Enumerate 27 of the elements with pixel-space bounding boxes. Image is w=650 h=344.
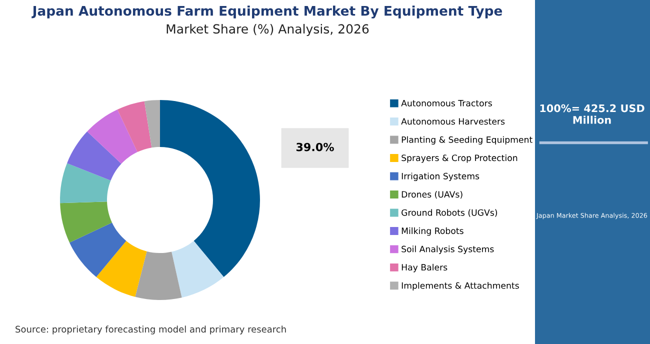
legend-label: Milking Robots bbox=[402, 227, 464, 236]
donut-slice bbox=[160, 100, 260, 278]
donut-slice bbox=[117, 101, 152, 152]
chart-title: Japan Autonomous Farm Equipment Market By Equipment Type bbox=[32, 6, 502, 18]
donut-slice bbox=[70, 222, 126, 278]
chart-subtitle: Market Share (%) Analysis, 2026 bbox=[166, 24, 369, 36]
legend-label: Planting & Seeding Equipment bbox=[402, 136, 532, 145]
donut-slice bbox=[60, 163, 111, 204]
source-note: Source: proprietary forecasting model and primary research bbox=[16, 326, 286, 334]
legend-label: Soil Analysis Systems bbox=[402, 246, 494, 254]
donut-slice bbox=[172, 240, 224, 298]
donut-slice bbox=[67, 132, 122, 180]
donut-slice bbox=[87, 110, 138, 164]
legend-label: Drones (UAVs) bbox=[402, 190, 462, 199]
legend-label: Sprayers & Crop Protection bbox=[402, 154, 518, 163]
donut-slice bbox=[135, 251, 182, 300]
text: 100%= 425.2 USD Million bbox=[540, 104, 644, 124]
data-label: 39.0% bbox=[296, 142, 334, 152]
legend-label: Autonomous Harvesters bbox=[401, 118, 505, 125]
legend-label: Hay Balers bbox=[402, 264, 448, 272]
legend-label: Implements & Attachments bbox=[402, 282, 519, 290]
donut-slice bbox=[96, 240, 147, 297]
legend-label: Autonomous Tractors bbox=[401, 100, 492, 106]
legend-label: Ground Robots (UGVs) bbox=[402, 209, 498, 217]
donut-slice bbox=[60, 202, 112, 243]
legend-label: Irrigation Systems bbox=[402, 172, 480, 182]
donut-slice bbox=[144, 100, 160, 148]
